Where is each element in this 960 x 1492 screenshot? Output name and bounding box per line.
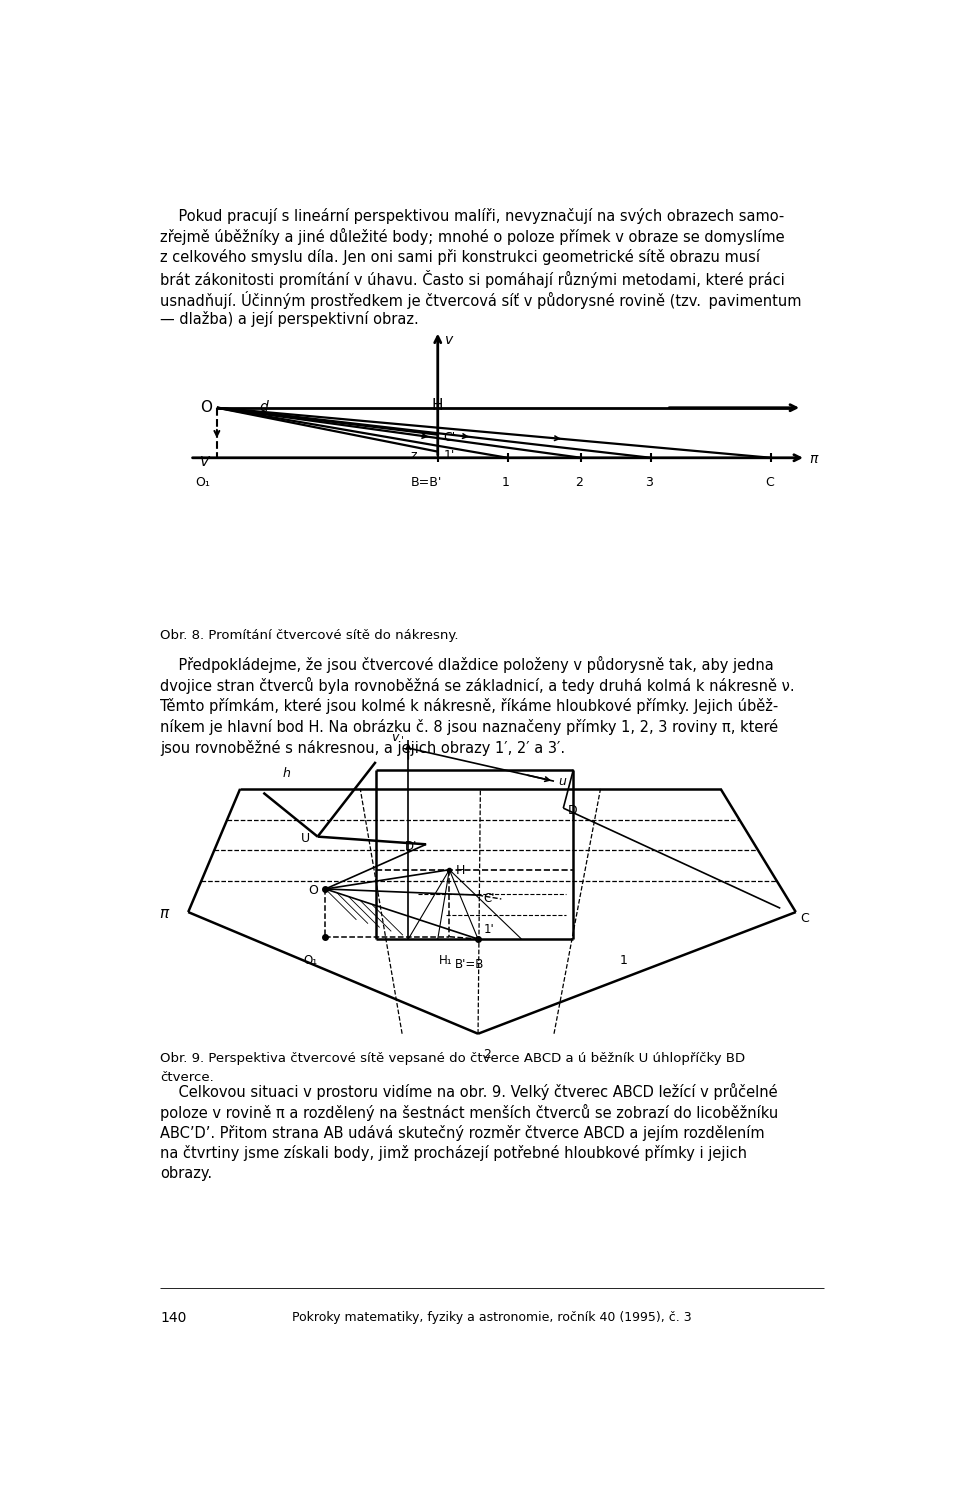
Text: d: d: [259, 400, 268, 413]
Text: na čtvrtiny jsme získali body, jimž procházejí potřebné hloubkové přímky i jejic: na čtvrtiny jsme získali body, jimž proc…: [160, 1146, 747, 1161]
Text: π: π: [809, 452, 817, 466]
Text: usnadňují. Účinným prostředkem je čtvercová síť v půdorysné rovině (tzv.  pavime: usnadňují. Účinným prostředkem je čtverc…: [160, 291, 802, 309]
Text: C: C: [765, 476, 774, 489]
Text: O: O: [200, 400, 212, 415]
Text: z: z: [411, 449, 418, 461]
Text: U: U: [300, 833, 310, 844]
Text: D: D: [568, 804, 578, 816]
Text: V: V: [200, 455, 209, 470]
Text: Pokud pracují s lineární perspektivou malíři, nevyznačují na svých obrazech samo: Pokud pracují s lineární perspektivou ma…: [160, 207, 784, 224]
Text: ABC’D’. Přitom strana AB udává skutečný rozměr čtverce ABCD a jejím rozdělením: ABC’D’. Přitom strana AB udává skutečný …: [160, 1125, 765, 1140]
Text: 1: 1: [620, 955, 628, 967]
Text: jsou rovnoběžné s nákresnou, a jejich obrazy 1′, 2′ a 3′.: jsou rovnoběžné s nákresnou, a jejich ob…: [160, 740, 565, 755]
Text: C': C': [444, 431, 455, 443]
Text: 2: 2: [575, 476, 583, 489]
Text: H: H: [456, 864, 465, 877]
Text: 1: 1: [501, 476, 509, 489]
Text: π: π: [158, 906, 168, 921]
Text: poloze v rovině π a rozdělený na šestnáct menších čtverců se zobrazí do licoběžn: poloze v rovině π a rozdělený na šestnác…: [160, 1104, 779, 1120]
Text: O₁: O₁: [303, 953, 318, 967]
Text: v: v: [444, 333, 453, 348]
Text: v: v: [392, 731, 398, 745]
Text: 2: 2: [483, 1047, 491, 1061]
Text: h: h: [283, 767, 291, 780]
Text: 1': 1': [484, 924, 494, 935]
Text: ': ': [400, 736, 403, 745]
Text: 140: 140: [160, 1311, 186, 1325]
Text: C: C: [801, 912, 809, 925]
Text: D': D': [404, 840, 417, 853]
Text: zřejmě úběžníky a jiné důležité body; mnohé o poloze přímek v obraze se domyslím: zřejmě úběžníky a jiné důležité body; mn…: [160, 228, 785, 245]
Text: brát zákonitosti promítání v úhavu. Často si pomáhají různými metodami, které pr: brát zákonitosti promítání v úhavu. Čast…: [160, 270, 785, 288]
Text: O: O: [308, 885, 318, 897]
Text: čtverce.: čtverce.: [160, 1071, 214, 1083]
Text: níkem je hlavní bod H. Na obrázku č. 8 jsou naznačeny přímky 1, 2, 3 roviny π, k: níkem je hlavní bod H. Na obrázku č. 8 j…: [160, 719, 779, 734]
Text: H: H: [432, 398, 444, 413]
Text: Obr. 9. Perspektiva čtvercové sítě vepsané do čtverce ABCD a ú běžník U úhlopříč: Obr. 9. Perspektiva čtvercové sítě vepsa…: [160, 1052, 745, 1065]
Text: H₁: H₁: [439, 953, 452, 967]
Text: Těmto přímkám, které jsou kolmé k nákresně, říkáme hloubkové přímky. Jejich úběž: Těmto přímkám, které jsou kolmé k nákres…: [160, 698, 779, 715]
Text: obrazy.: obrazy.: [160, 1167, 212, 1182]
Text: B'=B: B'=B: [455, 958, 484, 971]
Text: 3: 3: [645, 476, 653, 489]
Text: 1': 1': [444, 449, 454, 461]
Text: Obr. 8. Promítání čtvercové sítě do nákresny.: Obr. 8. Promítání čtvercové sítě do nákr…: [160, 628, 459, 642]
Text: Předpokládejme, že jsou čtvercové dlaždice položeny v půdorysně tak, aby jedna: Předpokládejme, že jsou čtvercové dlaždi…: [160, 656, 774, 673]
Text: z celkového smyslu díla. Jen oni sami při konstrukci geometrické sítě obrazu mus: z celkového smyslu díla. Jen oni sami př…: [160, 249, 760, 266]
Text: Celkovou situaci v prostoru vidíme na obr. 9. Velký čtverec ABCD ležící v průčel: Celkovou situaci v prostoru vidíme na ob…: [160, 1083, 778, 1100]
Text: dvojice stran čtverců byla rovnoběžná se základnicí, a tedy druhá kolmá k nákres: dvojice stran čtverců byla rovnoběžná se…: [160, 677, 795, 694]
Text: — dlažba) a její perspektivní obraz.: — dlažba) a její perspektivní obraz.: [160, 312, 420, 327]
Text: O₁: O₁: [195, 476, 210, 489]
Text: Pokroky matematiky, fyziky a astronomie, ročník 40 (1995), č. 3: Pokroky matematiky, fyziky a astronomie,…: [292, 1311, 692, 1323]
Text: B=B': B=B': [411, 476, 442, 489]
Text: C': C': [484, 892, 495, 906]
Text: u: u: [559, 774, 566, 788]
